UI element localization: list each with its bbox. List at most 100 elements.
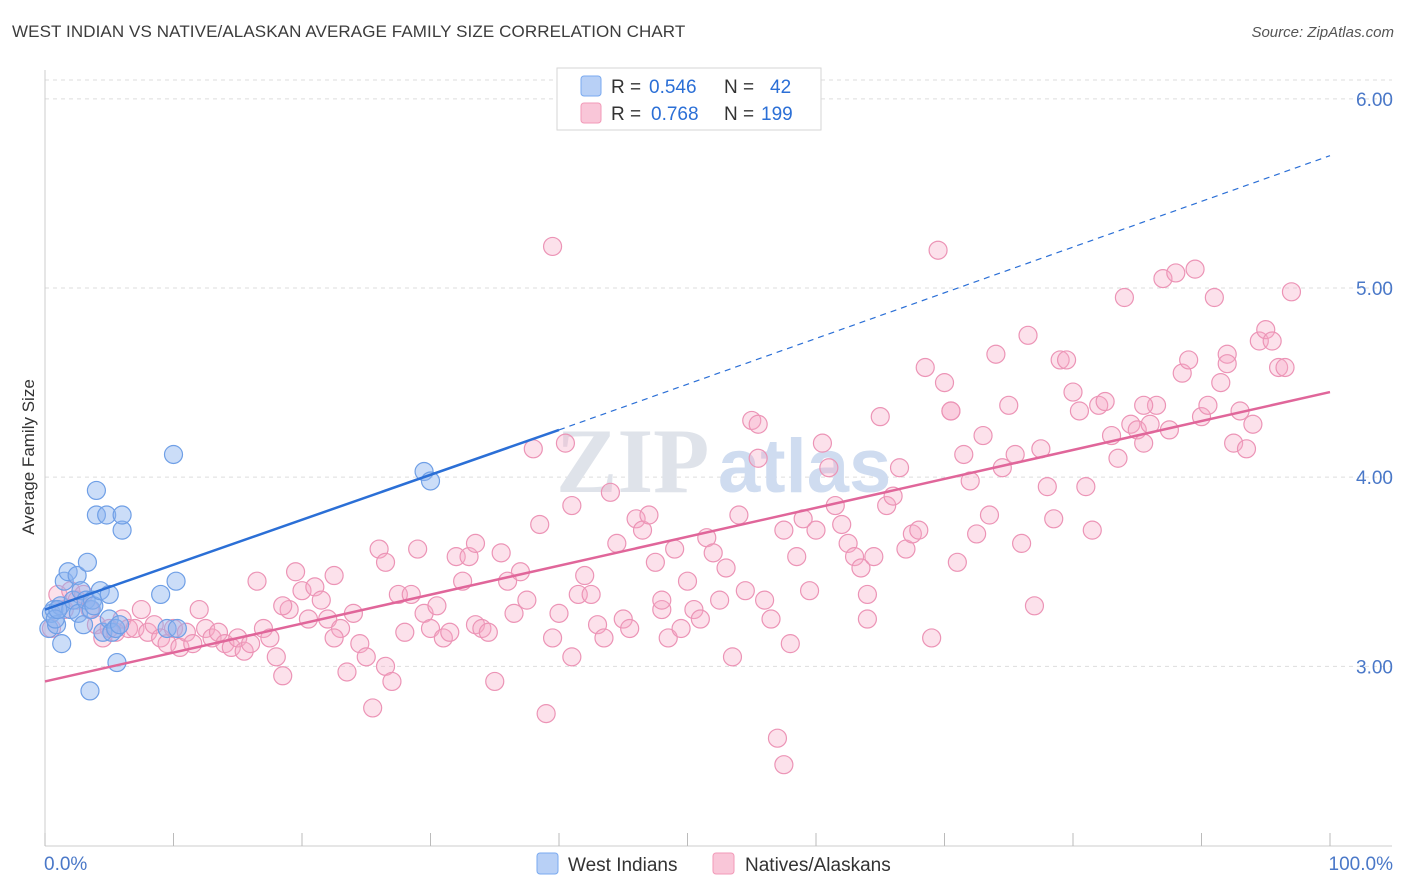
trend-natives-alaskans: [44, 390, 1331, 683]
west-indians-point: [163, 444, 184, 465]
natives-alaskans-point: [485, 671, 505, 692]
natives-alaskans-point: [189, 599, 209, 620]
natives-alaskans-point: [934, 373, 955, 393]
y-tick-label: 4.00: [1356, 468, 1393, 489]
natives-alaskans-point: [600, 482, 621, 502]
natives-alaskans-point: [1134, 395, 1154, 415]
natives-alaskans-point: [478, 622, 498, 642]
natives-alaskans-point: [774, 755, 794, 775]
natives-alaskans-point: [1166, 263, 1186, 283]
natives-alaskans-point: [1011, 533, 1032, 553]
legend-swatch-blue: [580, 75, 602, 97]
natives-alaskans-point: [581, 584, 601, 605]
west-indians-point: [52, 634, 72, 654]
natives-alaskans-point: [1236, 439, 1257, 459]
natives-alaskans-point: [266, 647, 286, 667]
natives-alaskans-point: [780, 634, 800, 654]
natives-alaskans-point: [677, 571, 698, 591]
natives-alaskans-point: [1211, 373, 1231, 393]
natives-alaskans-point: [549, 603, 569, 623]
bottom-legend-swatch-blue: [536, 852, 559, 875]
natives-alaskans-point: [799, 581, 820, 601]
natives-alaskans-point: [844, 547, 865, 567]
natives-alaskans-point: [292, 581, 312, 601]
natives-alaskans-point: [889, 458, 910, 478]
natives-alaskans-point: [491, 543, 511, 563]
legend-r-value-2: 0.768: [651, 104, 699, 125]
natives-alaskans-point: [748, 414, 768, 434]
natives-alaskans-point: [967, 524, 987, 544]
natives-alaskans-point: [922, 628, 942, 648]
natives-alaskans-point: [1179, 350, 1199, 370]
bottom-legend-natives-alaskans: Natives/Alaskans: [745, 855, 891, 876]
natives-alaskans-point: [1243, 414, 1263, 434]
west-indians-point: [73, 615, 94, 635]
natives-alaskans-point: [1056, 350, 1077, 370]
natives-alaskans-point: [337, 662, 357, 682]
natives-alaskans-point: [542, 628, 563, 648]
west-indians-point: [109, 615, 130, 635]
natives-alaskans-point: [1076, 477, 1096, 497]
west-indians-point: [80, 681, 100, 701]
natives-alaskans-point: [356, 647, 376, 667]
west-indians-point: [167, 618, 187, 639]
natives-alaskans-point: [729, 505, 749, 525]
bottom-legend: West Indians Natives/Alaskans: [536, 852, 891, 876]
natives-alaskans-point: [504, 603, 524, 623]
west-indians-point: [107, 652, 127, 673]
natives-alaskans-point: [761, 609, 781, 629]
west-indians-point: [106, 618, 126, 639]
west-indians-point: [86, 505, 107, 525]
natives-alaskans-point: [870, 407, 890, 427]
natives-alaskans-point: [440, 622, 460, 642]
natives-alaskans-point: [1281, 282, 1302, 302]
trend-west-indians: [44, 428, 560, 611]
natives-alaskans-point: [273, 596, 293, 616]
legend-r-label-1: R =: [611, 77, 641, 98]
natives-alaskans-point: [1256, 320, 1276, 340]
natives-alaskans-point: [1050, 350, 1070, 370]
natives-alaskans-point: [1114, 287, 1135, 308]
natives-alaskans-point: [658, 628, 678, 648]
west-indians-point: [77, 552, 98, 572]
west-indians-point: [102, 622, 122, 642]
natives-alaskans-point: [1024, 596, 1045, 616]
natives-alaskans-point: [247, 571, 267, 591]
natives-alaskans-point: [465, 533, 486, 553]
natives-alaskans-point: [1275, 357, 1295, 378]
natives-alaskans-point: [517, 590, 537, 610]
natives-alaskans-point: [941, 401, 961, 421]
x-tick-label-max: 100.0%: [1329, 854, 1394, 875]
natives-alaskans-point: [915, 357, 935, 378]
natives-alaskans-point: [408, 539, 428, 559]
x-tick-label-min: 0.0%: [44, 854, 87, 875]
natives-alaskans-point: [607, 533, 627, 553]
natives-alaskans-point: [806, 520, 826, 540]
natives-alaskans-point: [690, 609, 710, 629]
natives-alaskans-point: [555, 433, 576, 453]
natives-alaskans-point: [1037, 477, 1057, 497]
natives-alaskans-point: [703, 543, 723, 563]
natives-alaskans-point: [523, 439, 543, 459]
natives-alaskans-point: [311, 590, 331, 610]
natives-alaskans-point: [575, 565, 595, 586]
west-indians-point: [48, 599, 68, 620]
natives-alaskans-point: [620, 618, 640, 639]
natives-alaskans-point: [710, 590, 730, 610]
west-indians-point: [157, 618, 177, 639]
natives-alaskans-point: [196, 618, 216, 639]
natives-alaskans-point: [363, 698, 383, 718]
natives-alaskans-point: [999, 395, 1019, 415]
natives-alaskans-point: [234, 641, 254, 661]
natives-alaskans-point: [754, 590, 775, 610]
source-label: Source: ZipAtlas.com: [1251, 24, 1394, 41]
natives-alaskans-point: [722, 647, 743, 667]
natives-alaskans-point: [954, 444, 974, 465]
legend-n-value-1: 42: [770, 77, 791, 98]
natives-alaskans-point: [1185, 259, 1205, 279]
natives-alaskans-point: [1069, 401, 1090, 421]
natives-alaskans-point: [832, 514, 852, 535]
natives-alaskans-point: [536, 704, 556, 724]
natives-alaskans-point: [1134, 433, 1154, 453]
legend-n-value-2: 199: [761, 104, 793, 125]
